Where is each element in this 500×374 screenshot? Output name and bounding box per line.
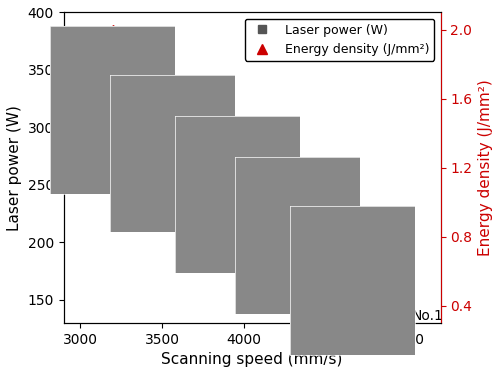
X-axis label: Scanning speed (mm/s): Scanning speed (mm/s) [162,352,343,367]
Y-axis label: Laser power (W): Laser power (W) [7,105,22,230]
Legend: Laser power (W), Energy density (J/mm²): Laser power (W), Energy density (J/mm²) [245,19,434,61]
Text: No.5: No.5 [71,56,103,71]
Y-axis label: Energy density (J/mm²): Energy density (J/mm²) [478,79,493,256]
Text: No.4: No.4 [121,120,153,134]
Text: No.2: No.2 [280,246,312,260]
Text: No.3: No.3 [188,183,220,197]
Text: No.1: No.1 [411,309,443,324]
